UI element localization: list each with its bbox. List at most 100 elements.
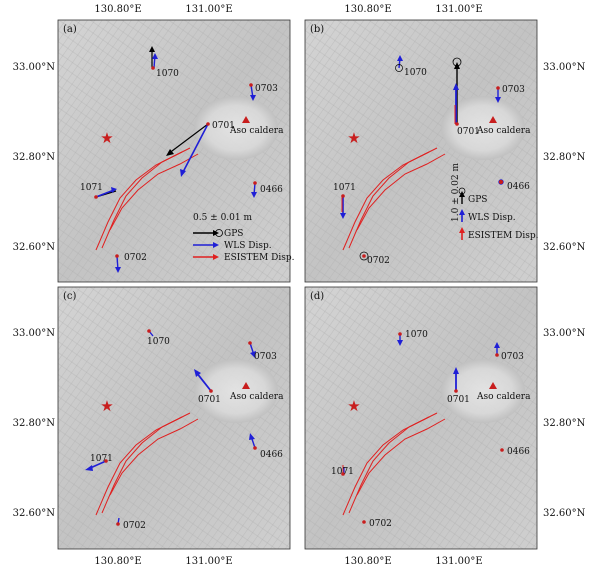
legend-scale: 0.5 ± 0.01 m <box>193 213 252 223</box>
panel-a: (a) ★ Aso caldera 1070 0703 <box>57 19 295 283</box>
station-label: 1071 <box>331 467 354 477</box>
station-label: 0703 <box>255 84 278 94</box>
epicenter-star: ★ <box>347 397 360 415</box>
caldera-plateau <box>194 96 278 160</box>
station-label: 0466 <box>260 185 283 195</box>
left-lat-label: 32.80°N <box>13 418 56 429</box>
station-0703: 0703 <box>494 342 524 362</box>
station-label: 1070 <box>156 69 179 79</box>
right-lat-label: 33.00°N <box>543 328 586 339</box>
caldera-plateau <box>194 359 278 423</box>
station-label: 0466 <box>507 447 530 457</box>
station-1071: 1071 <box>333 183 356 219</box>
legend-gps: GPS <box>468 195 487 205</box>
station-label: 0466 <box>260 450 283 460</box>
legend-esistem: ESISTEM Disp. <box>468 231 539 241</box>
caldera-plateau <box>441 96 525 160</box>
right-axis-labels: 33.00°N 32.80°N 32.60°N 33.00°N 32.80°N … <box>543 62 586 519</box>
caldera-label: Aso caldera <box>229 392 284 402</box>
station-1070: 1070 <box>395 55 427 78</box>
station-label: 0703 <box>254 352 277 362</box>
station-label: 0702 <box>123 521 146 531</box>
station-0701: 0701 <box>447 367 470 405</box>
station-1070: 1070 <box>147 329 170 347</box>
bottom-lon-label: 131.00°E <box>185 556 232 567</box>
fault-lines <box>342 412 446 516</box>
top-lon-label: 131.00°E <box>435 4 482 15</box>
station-1071: 1071 <box>85 454 113 471</box>
right-lat-label: 32.60°N <box>543 508 586 519</box>
fault-lines <box>95 147 199 251</box>
legend-scale: 1.0 ± 0.02 m <box>451 163 461 222</box>
panel-c: (c) ★ Aso caldera 1070 0703 0701 <box>57 286 291 550</box>
station-label: 1070 <box>405 330 428 340</box>
top-axis-labels: 130.80°E 131.00°E 130.80°E 131.00°E <box>94 4 482 15</box>
caldera-label: Aso caldera <box>476 392 531 402</box>
panel-d: (d) ★ Aso caldera 1070 0703 0701 <box>304 286 538 550</box>
fault-lines <box>342 147 446 251</box>
station-0701: 0701 <box>452 57 480 137</box>
station-label: 1071 <box>90 454 113 464</box>
station-label: 0703 <box>501 352 524 362</box>
station-label: 0703 <box>502 85 525 95</box>
right-lat-label: 32.60°N <box>543 242 586 253</box>
caldera-plateau <box>441 359 525 423</box>
station-label: 0702 <box>367 256 390 266</box>
epicenter-star: ★ <box>100 397 113 415</box>
left-lat-label: 32.80°N <box>13 152 56 163</box>
station-0466: 0466 <box>500 447 530 457</box>
caldera-triangle <box>242 116 250 123</box>
left-axis-labels: 33.00°N 32.80°N 32.60°N 33.00°N 32.80°N … <box>13 62 56 519</box>
caldera-triangle <box>489 116 497 123</box>
legend-esistem: ESISTEM Disp. <box>224 253 295 263</box>
station-1070: 1070 <box>397 330 428 346</box>
station-1071: 1071 <box>331 465 354 477</box>
panel-frame <box>57 286 291 550</box>
caldera-triangle <box>242 382 250 389</box>
station-label: 0466 <box>507 182 530 192</box>
panel-tag: (d) <box>310 291 324 302</box>
station-0701: 0701 <box>194 369 221 405</box>
station-0466: 0466 <box>249 433 283 460</box>
station-0702: 0702 <box>362 519 392 529</box>
left-lat-label: 33.00°N <box>13 328 56 339</box>
panel-tag: (b) <box>310 24 324 35</box>
legend: 0.5 ± 0.01 m GPS WLS Disp. ESISTEM Disp. <box>193 213 295 263</box>
station-label: 1070 <box>404 68 427 78</box>
station-label: 1071 <box>333 183 356 193</box>
station-0702: 0702 <box>116 517 146 531</box>
caldera-label: Aso caldera <box>476 126 531 136</box>
top-lon-label: 131.00°E <box>185 4 232 15</box>
caldera-label: Aso caldera <box>229 126 284 136</box>
panel-b: (b) ★ Aso caldera 1070 0703 <box>304 19 539 283</box>
legend-wls: WLS Disp. <box>224 241 272 251</box>
station-0466: 0466 <box>498 179 530 192</box>
station-0703: 0703 <box>249 83 278 101</box>
station-0701: 0701 <box>166 121 235 177</box>
station-0703: 0703 <box>495 85 525 103</box>
bottom-axis-labels: 130.80°E 131.00°E 130.80°E 131.00°E <box>94 556 482 567</box>
station-0703: 0703 <box>248 341 277 362</box>
station-label: 1071 <box>80 183 103 193</box>
station-0702: 0702 <box>359 251 390 266</box>
epicenter-star: ★ <box>347 129 360 147</box>
top-lon-label: 130.80°E <box>344 4 391 15</box>
legend-wls: WLS Disp. <box>468 213 516 223</box>
caldera-triangle <box>489 382 497 389</box>
top-lon-label: 130.80°E <box>94 4 141 15</box>
panel-frame <box>57 19 291 283</box>
panel-frame <box>304 19 538 283</box>
station-1070: 1070 <box>149 46 179 79</box>
station-label: 0702 <box>124 253 147 263</box>
left-lat-label: 32.60°N <box>13 242 56 253</box>
station-label: 0702 <box>369 519 392 529</box>
bottom-lon-label: 130.80°E <box>344 556 391 567</box>
epicenter-star: ★ <box>100 129 113 147</box>
panel-tag: (a) <box>63 24 77 35</box>
station-1071: 1071 <box>80 183 117 199</box>
fault-lines <box>95 412 199 516</box>
panel-frame <box>304 286 538 550</box>
panel-tag: (c) <box>63 291 77 302</box>
station-label: 0701 <box>457 127 480 137</box>
station-label: 0701 <box>198 395 221 405</box>
